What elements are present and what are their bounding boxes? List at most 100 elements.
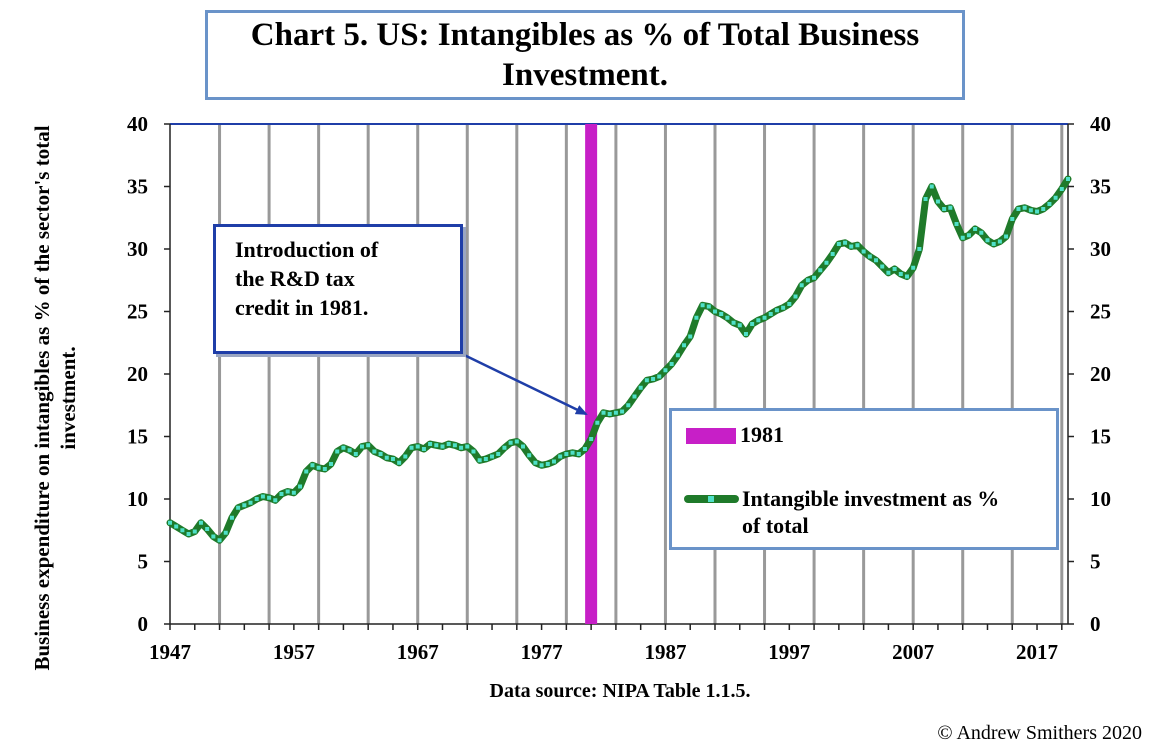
data-point (836, 242, 841, 246)
data-point (861, 249, 866, 254)
data-point (465, 444, 470, 449)
data-point (638, 385, 643, 390)
data-point (886, 270, 891, 275)
data-point (911, 265, 916, 270)
legend-label-1981: 1981 (740, 422, 784, 447)
data-point (415, 444, 420, 449)
data-point (514, 439, 519, 444)
data-point (316, 465, 321, 470)
data-point (997, 239, 1002, 244)
legend-label-intangible: Intangible investment as % of total (742, 486, 1000, 538)
data-point (570, 450, 575, 455)
series-markers (168, 177, 1070, 543)
data-point (1041, 207, 1046, 211)
data-point (359, 444, 364, 449)
data-point (675, 353, 680, 358)
data-point (291, 490, 296, 495)
data-point (409, 445, 414, 450)
data-point (341, 445, 346, 450)
data-point (694, 315, 699, 320)
y-tick-label-right: 20 (1090, 362, 1111, 386)
data-point (403, 454, 408, 459)
data-point (663, 368, 668, 373)
data-point (267, 495, 272, 500)
data-point (1047, 202, 1052, 206)
data-point (657, 374, 662, 379)
data-point (1022, 205, 1027, 210)
data-point (428, 442, 433, 446)
x-tick-label: 1997 (768, 640, 810, 664)
data-point (923, 197, 928, 201)
data-point (508, 440, 513, 445)
data-point (1004, 234, 1009, 239)
data-point (762, 315, 767, 320)
data-point (353, 452, 358, 456)
y-tick-label-left: 40 (127, 112, 148, 136)
data-point (304, 469, 309, 474)
data-point (812, 275, 817, 280)
copyright: © Andrew Smithers 2020 (937, 722, 1142, 744)
data-point (991, 242, 996, 246)
chart-title: Chart 5. US: Intangibles as % of Total B… (205, 10, 965, 100)
annotation-arrow (457, 350, 588, 416)
y-tick-label-left: 25 (127, 300, 148, 324)
x-tick-label: 1967 (397, 640, 439, 664)
data-point (372, 449, 377, 454)
x-tick-label: 1957 (273, 640, 315, 664)
data-point (260, 494, 265, 499)
data-point (322, 467, 327, 471)
data-point (725, 315, 730, 320)
data-point (378, 452, 383, 456)
data-point (533, 460, 538, 465)
data-point (477, 458, 482, 463)
x-tick-label: 2017 (1016, 640, 1058, 664)
data-point (855, 243, 860, 248)
data-point (446, 442, 451, 446)
data-point (799, 283, 804, 288)
data-point (168, 520, 172, 525)
data-point (954, 222, 959, 226)
data-point (787, 302, 792, 306)
data-point (521, 444, 526, 449)
data-point (601, 410, 606, 415)
y-tick-label-right: 40 (1090, 112, 1111, 136)
data-point (248, 500, 253, 505)
data-point (527, 453, 532, 458)
data-point (805, 278, 810, 283)
data-point (985, 238, 990, 243)
data-point (329, 462, 334, 466)
bar-1981 (585, 124, 598, 624)
data-point (935, 199, 940, 204)
data-point (211, 534, 216, 539)
data-point (880, 264, 885, 269)
data-point (651, 377, 656, 381)
data-point (774, 308, 779, 313)
y-tick-label-right: 15 (1090, 425, 1111, 449)
data-point (434, 443, 439, 448)
data-point (917, 247, 922, 251)
data-point (502, 445, 507, 450)
y-tick-label-left: 30 (127, 237, 148, 261)
annotation-box: Introduction of the R&D tax credit in 19… (213, 224, 463, 354)
data-point (1028, 208, 1033, 213)
data-point (471, 449, 476, 454)
data-point (719, 312, 724, 316)
y-tick-label-right: 30 (1090, 237, 1111, 261)
y-tick-label-left: 0 (138, 612, 149, 636)
legend-swatch-1981 (686, 428, 736, 444)
data-point (700, 303, 705, 308)
legend-swatch-intangible (684, 495, 739, 503)
data-point (298, 484, 303, 489)
data-point (390, 457, 395, 461)
y-tick-label-right: 0 (1090, 612, 1101, 636)
data-point (793, 294, 798, 299)
data-point (483, 457, 488, 461)
data-point (1016, 207, 1021, 211)
data-point (756, 318, 761, 323)
data-point (192, 529, 197, 534)
y-tick-label-left: 35 (127, 175, 148, 199)
data-point (205, 527, 210, 531)
data-point (242, 503, 247, 508)
data-point (750, 322, 755, 326)
data-point (558, 454, 563, 459)
